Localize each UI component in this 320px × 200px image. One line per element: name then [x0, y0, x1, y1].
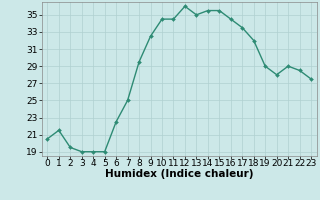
X-axis label: Humidex (Indice chaleur): Humidex (Indice chaleur) [105, 169, 253, 179]
